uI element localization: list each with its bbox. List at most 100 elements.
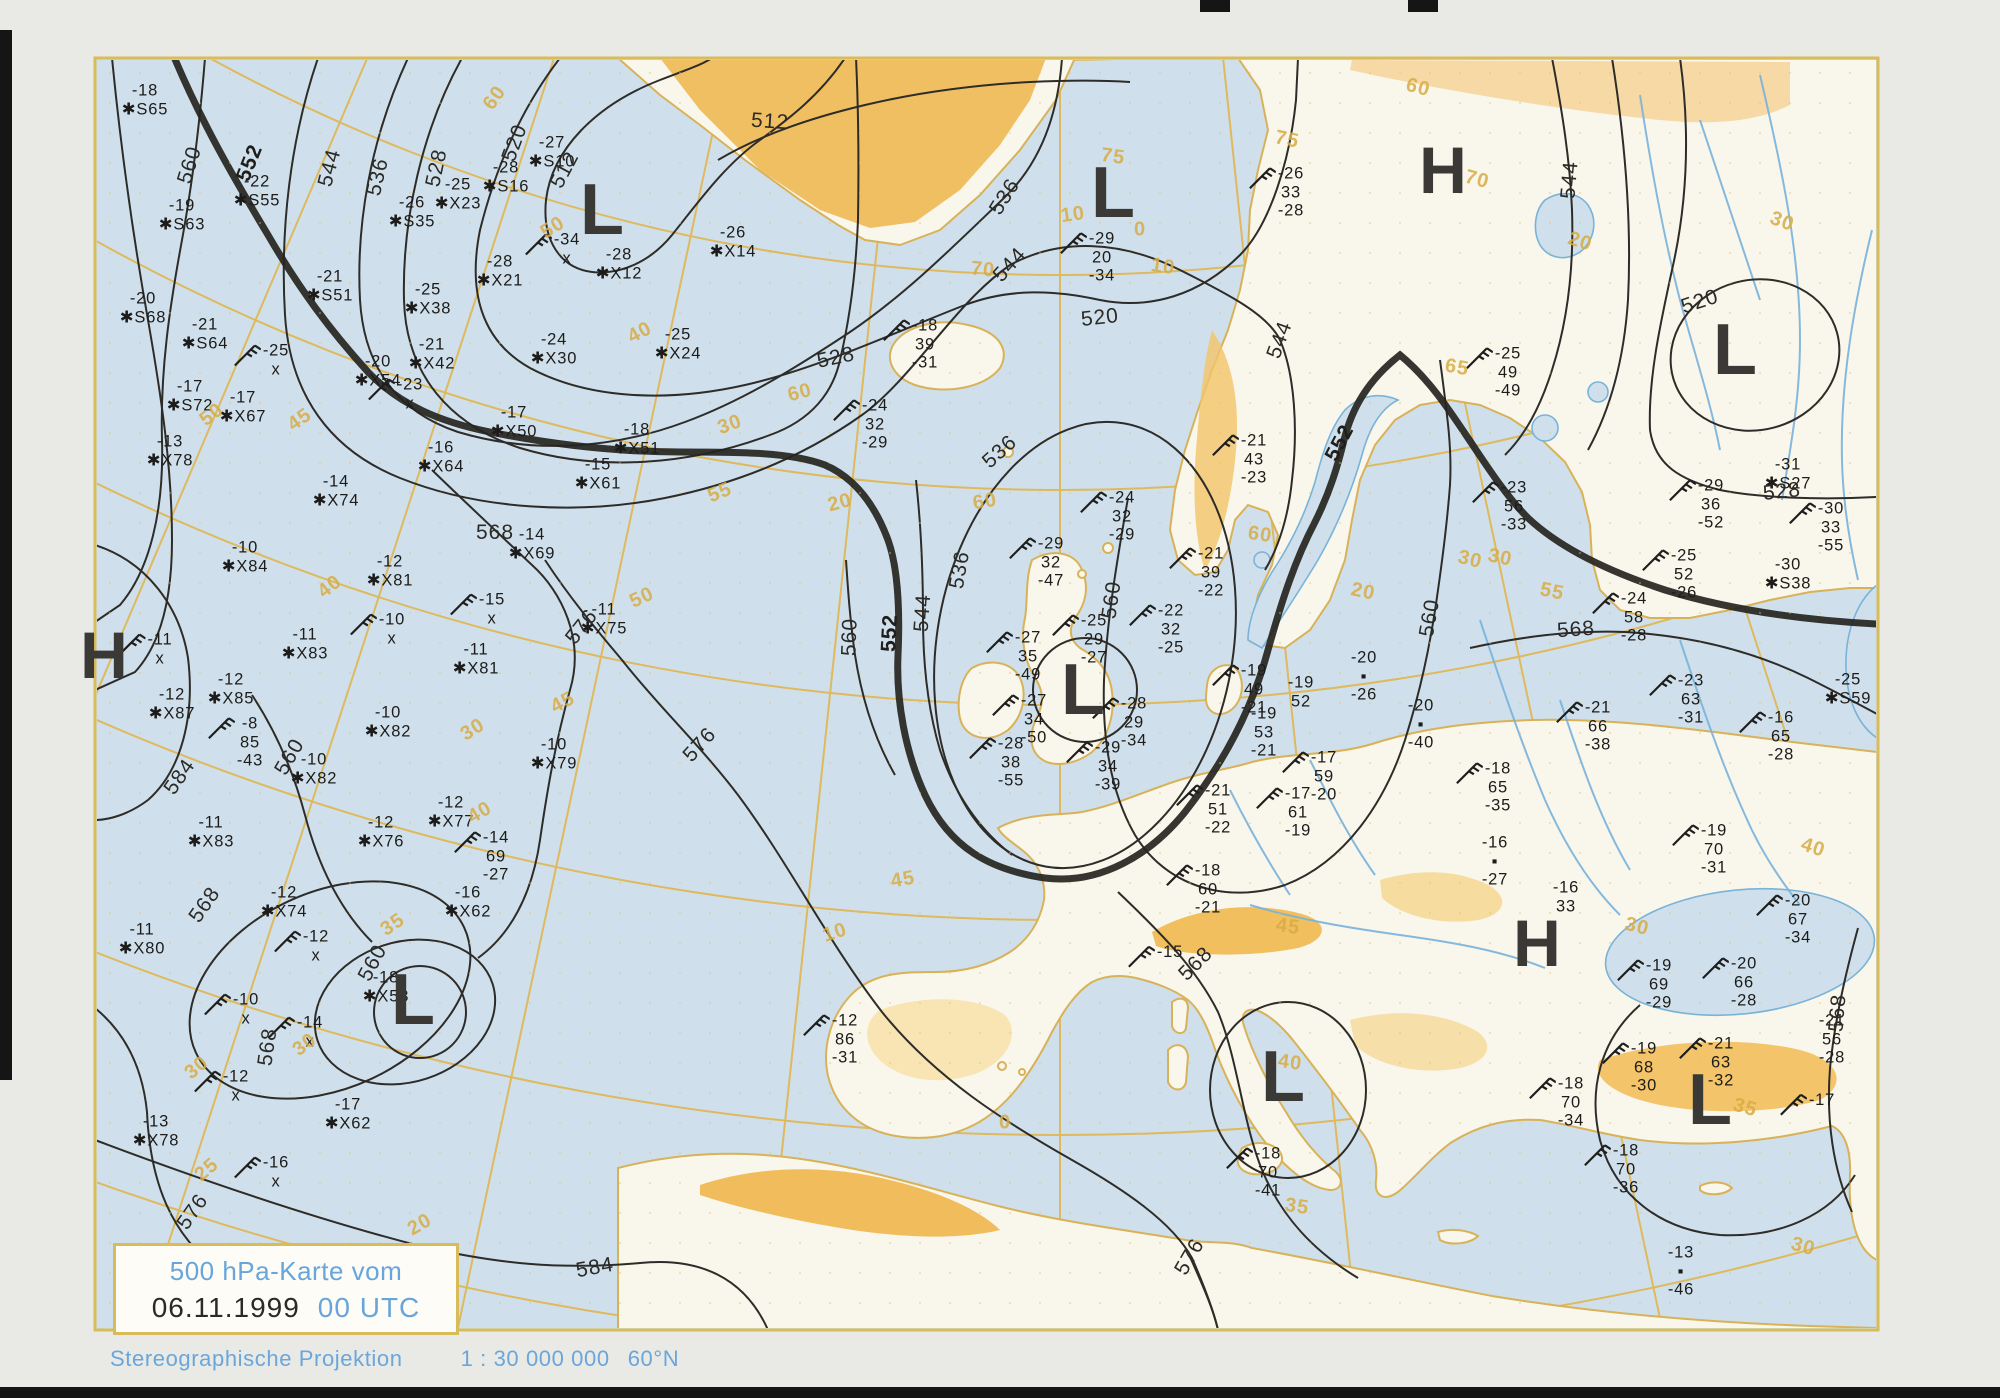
graticule-label: 55 [1537,578,1567,605]
contour-584w [97,544,191,821]
wind-barb-icon [454,831,482,854]
station-value: -17 [1808,1090,1836,1109]
station-value: -34 [1557,1111,1585,1130]
station-plot: -10 x [350,611,405,648]
station-value: 39 [915,334,935,353]
station-value: ✱X67 [219,407,267,425]
low-center-letter: L [1261,1037,1305,1117]
station-plot: -10 ✱X82 [291,751,337,788]
station-plot: -18 ✱S65 [122,82,168,119]
station-value: -20 [364,352,392,371]
station-plot: -14 ✱X69 [509,526,555,563]
station-value: 36 [1701,494,1721,513]
station-value: ✱X83 [187,832,235,850]
station-value: ▪ [1360,666,1368,685]
station-value: -10 [300,750,328,769]
station-value: ✱S38 [1764,574,1812,592]
sardinia [1167,1044,1190,1091]
station-plot: -18 39 -31 [883,316,938,372]
wind-barb-icon [1786,497,1817,532]
balearic-2 [1018,1068,1026,1076]
station-value: -21 [1240,698,1268,717]
station-value: 32 [865,414,885,433]
wind-barb-icon [447,589,478,624]
station-value: 33 [1281,182,1301,201]
station-value: -25 [1157,638,1185,657]
station-plot: -28 ✱S16 [483,159,529,196]
station-value: -34 [1120,731,1148,750]
contour-label: 544 [1262,318,1297,362]
contour-label: 568 [1824,993,1851,1033]
station-value: -10 [540,735,568,754]
contour-label: 552 [1320,420,1359,465]
graticule-label: 35 [1730,1093,1760,1122]
wind-barb-icon [1669,819,1700,854]
wind-barb-icon [1699,952,1730,987]
station-plot: -21 56 -28 [1819,1011,1845,1067]
station-plot: -14 x [268,1014,323,1051]
station-value: ✱X78 [146,451,194,469]
shetland [1102,542,1114,554]
wind-barb-icon [1279,746,1310,781]
graticule-label: 30 [456,713,489,746]
graticule-label: 45 [1274,913,1302,940]
station-value: -34 [1088,266,1116,285]
wind-barb-icon [451,826,482,861]
station-plot: -30 ✱S38 [1765,556,1811,593]
station-value: -12 [270,883,298,902]
station-plot: -29 32 -47 [1009,534,1065,590]
station-value: -29 [861,433,889,452]
station-value: ✱S51 [306,286,354,304]
station-value: -27 [1080,648,1108,667]
station-value: 70 [1704,839,1724,858]
station-value: 43 [1244,449,1264,468]
station-value: 32 [1112,506,1132,525]
station-value: -46 [1667,1280,1695,1299]
station-value: 33 [1556,897,1576,915]
graticule-label: 60 [971,488,999,515]
station-value: -17 [1310,748,1338,767]
station-value: ✱X12 [595,264,643,282]
wind-barb-icon [1223,1142,1254,1177]
station-value: -12 [831,1011,859,1030]
station-value: -16 [1552,878,1580,897]
station-value: ✱X62 [324,1114,372,1132]
station-value: -29 [1108,525,1136,544]
contour-label: 584 [159,754,200,799]
wind-barb-icon [1166,542,1197,577]
wind-barb-icon [989,689,1020,724]
graticule-label: 25 [190,1153,224,1186]
contour-560e [1102,359,1452,894]
wind-barb-icon [803,1014,831,1037]
graticule-label: 0 [998,1111,1012,1134]
station-value: -11 [129,920,155,939]
contour-544 [282,60,1296,571]
corsica [1171,997,1190,1034]
wind-barb-icon [268,1016,296,1039]
station-value: ✱X30 [530,349,578,367]
graticule-label: 45 [283,403,316,436]
station-value: -47 [1037,571,1065,590]
contour-label: 544 [1556,160,1583,200]
height-contours [97,60,1876,1328]
station-value: 66 [1734,972,1754,991]
graticule-label: 20 [825,488,855,517]
station-value: -10 [232,990,260,1009]
station-plot: -13 ✱X78 [147,433,193,470]
station-value: -21 [418,335,446,354]
station-plot: -21 63 -32 [1679,1034,1734,1090]
station-plot: -29 20 -34 [1060,229,1116,285]
station-value: 20 [1092,247,1112,266]
map-title: 500 hPa-Karte vom [169,1256,403,1286]
station-value: -29 [1094,738,1122,757]
wind-barb-icon [986,631,1014,654]
station-value: -11 [591,600,617,619]
station-value: 56 [1504,496,1524,515]
wind-barb-icon [204,993,232,1016]
contour-label: 560 [1414,597,1445,639]
station-value: -11 [198,813,224,832]
contour-label: 536 [984,174,1025,219]
wind-barb-icon [234,1156,262,1179]
